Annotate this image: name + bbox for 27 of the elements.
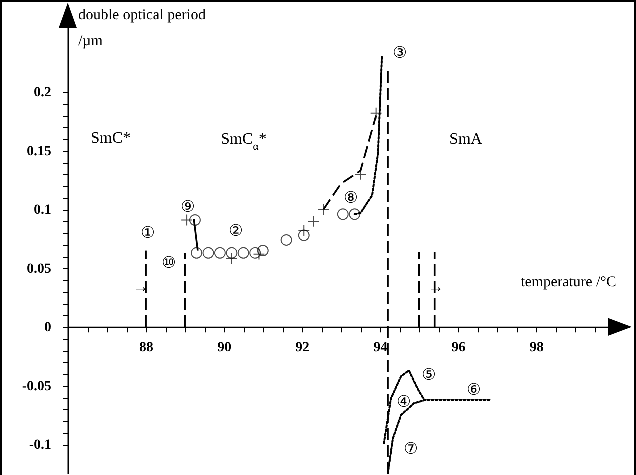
annotation: ⑧ — [344, 190, 358, 207]
y-tick-label: 0 — [44, 320, 52, 336]
x-tick-label: 96 — [452, 340, 466, 356]
annotation: ⑨ — [180, 199, 196, 216]
annotation: ⑦ — [404, 441, 418, 458]
x-tick-label: 98 — [530, 340, 544, 356]
annotation: SmC$_{α}$* — [221, 131, 267, 153]
y-axis-title: double optical period /µm — [78, 8, 206, 50]
x-tick-label: 88 — [140, 340, 154, 356]
y-tick-label: 0.15 — [27, 144, 52, 160]
y-tick-label: 0.1 — [34, 203, 52, 218]
annotation: ④ — [396, 394, 412, 411]
y-tick-label: 0.05 — [27, 262, 52, 277]
y-tick-label: 0.2 — [34, 86, 52, 101]
x-tick-label: 90 — [218, 340, 232, 356]
annotation: ③ — [392, 45, 408, 62]
x-axis-title: temperature /°C — [520, 274, 616, 291]
annotation: SmC* — [90, 130, 132, 147]
annotation: ⑥ — [466, 382, 482, 399]
annotation: ⑤ — [422, 367, 436, 384]
annotation: ② — [228, 223, 244, 240]
annotation: ① — [140, 225, 156, 242]
annotation: ⑩ — [162, 255, 176, 272]
annotation: SmA — [450, 131, 483, 148]
x-tick-label: 92 — [296, 340, 310, 356]
y-tick-label: -0.1 — [29, 438, 52, 454]
y-tick-label: -0.05 — [22, 379, 52, 394]
